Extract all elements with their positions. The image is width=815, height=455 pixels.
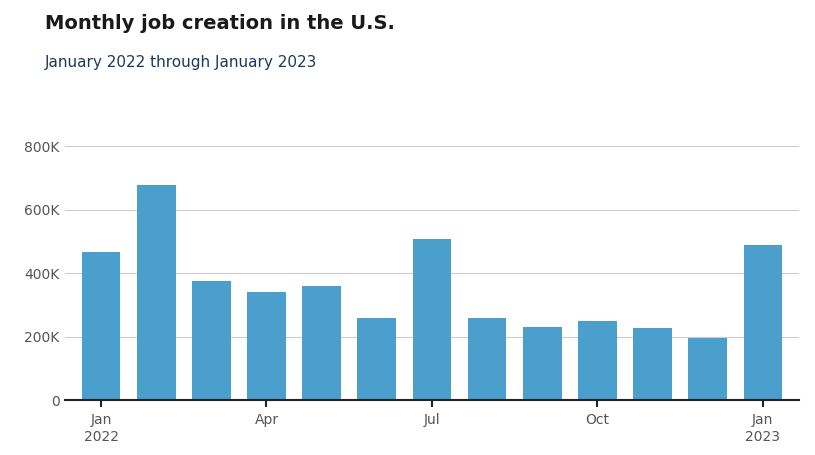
Bar (578, 321, 617, 400)
Bar (137, 185, 175, 400)
Bar (247, 293, 286, 400)
Bar (689, 339, 727, 400)
Bar (523, 327, 562, 400)
Bar (192, 281, 231, 400)
Bar (412, 238, 452, 400)
Bar (82, 252, 121, 400)
Bar (358, 318, 396, 400)
Text: Monthly job creation in the U.S.: Monthly job creation in the U.S. (45, 14, 394, 33)
Bar (302, 286, 341, 400)
Text: January 2022 through January 2023: January 2022 through January 2023 (45, 55, 317, 70)
Bar (468, 318, 506, 400)
Bar (743, 244, 782, 400)
Bar (633, 329, 672, 400)
